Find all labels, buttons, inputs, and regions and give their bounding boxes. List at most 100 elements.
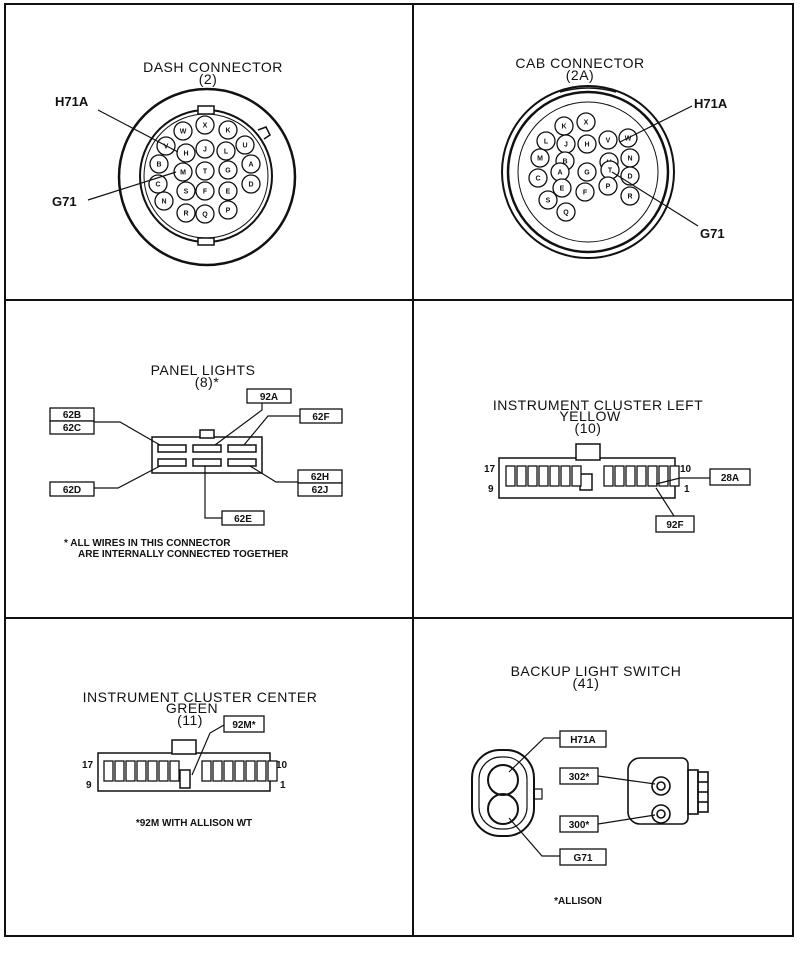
cab-pin-label-n: N — [627, 156, 632, 163]
cab-connector-panel: CAB CONNECTOR (2A) KXLJHVWMBUNCAGTDEFPRS… — [501, 55, 728, 259]
panel-lights-code: (8)* — [195, 374, 220, 390]
dash-pin-s — [176, 181, 196, 201]
ic-left-code: (10) — [575, 420, 602, 436]
dash-pin-p — [218, 200, 238, 220]
ic-center-code: (11) — [177, 712, 203, 728]
dash-pin-label-b: B — [156, 162, 161, 169]
ic-center-color: GREEN — [166, 700, 218, 716]
ic-center-leader-92m — [191, 724, 225, 776]
dash-pin-label-s: S — [184, 189, 189, 196]
ic-left-cell-3 — [538, 465, 549, 487]
backup-leaders — [508, 737, 656, 857]
wire-box-62h: 62H — [297, 469, 343, 484]
ic-left-cell-5 — [560, 465, 571, 487]
cab-pin-s — [538, 190, 558, 210]
ic-left-cell-1 — [516, 465, 527, 487]
cab-pin-p — [598, 176, 618, 196]
cab-pin-c — [528, 168, 548, 188]
dash-code: (2) — [199, 71, 218, 87]
wire-box-302: 302* — [559, 767, 599, 785]
cab-leader-h71a — [619, 105, 693, 143]
ic-left-pin-9: 9 — [488, 484, 494, 495]
dash-pin-label-j: J — [203, 147, 207, 154]
ic-center-cell-1 — [114, 760, 125, 782]
ic-center-cell-9 — [223, 760, 234, 782]
ic-center-pin-17: 17 — [82, 760, 94, 771]
svg-text:62F: 62F — [312, 412, 329, 423]
dash-pin-r — [176, 203, 196, 223]
wire-box-h71a: H71A — [559, 730, 607, 748]
ic-left-cell-8 — [614, 465, 625, 487]
dash-pin-label-a: A — [248, 162, 253, 169]
ic-left-connector-icon — [498, 443, 676, 499]
ic-center-cell-8 — [212, 760, 223, 782]
panel-lights-wires — [94, 397, 300, 519]
ic-center-cell-10 — [234, 760, 245, 782]
ic-center-cell-4 — [147, 760, 158, 782]
dash-pin-label-e: E — [226, 189, 231, 196]
dash-pin-label-d: D — [248, 182, 253, 189]
dash-pin-d — [241, 174, 261, 194]
ic-center-pin-1: 1 — [280, 780, 286, 791]
dash-label-g71: G71 — [52, 194, 77, 209]
ic-left-cell-12 — [658, 465, 669, 487]
wire-box-62b: 62B — [49, 407, 95, 422]
cab-pin-label-t: T — [608, 168, 613, 175]
ic-center-note: *92M WITH ALLISON WT — [136, 818, 252, 829]
ic-left-color: YELLOW — [559, 408, 621, 424]
ic-center-cell-12 — [256, 760, 267, 782]
ic-left-title: INSTRUMENT CLUSTER LEFT — [493, 397, 703, 413]
wire-box-92a: 92A — [246, 388, 292, 404]
dash-pin-q — [195, 204, 215, 224]
panel-lights-note-line2: ARE INTERNALLY CONNECTED TOGETHER — [78, 549, 289, 560]
cab-pin-label-r: R — [627, 194, 632, 201]
svg-text:62D: 62D — [63, 485, 81, 496]
backup-note: *ALLISON — [554, 896, 602, 907]
cab-pin-label-k: K — [561, 124, 566, 131]
dash-pin-l — [216, 141, 236, 161]
cab-pin-label-s: S — [546, 198, 551, 205]
dash-pin-label-u: U — [242, 143, 247, 150]
ic-left-pin-10: 10 — [680, 464, 692, 475]
cab-pin-l — [536, 131, 556, 151]
ic-center-cell-5 — [158, 760, 169, 782]
cab-pin-r — [620, 186, 640, 206]
wire-box-62e: 62E — [221, 510, 265, 526]
dash-pin-label-h: H — [183, 151, 188, 158]
dash-title: DASH CONNECTOR — [143, 59, 283, 75]
ic-center-panel: INSTRUMENT CLUSTER CENTER GREEN (11) 17 … — [82, 689, 317, 829]
cab-pin-label-x: X — [584, 120, 589, 127]
dash-pin-x — [195, 115, 215, 135]
cab-pin-label-j: J — [564, 142, 568, 149]
cab-pin-label-m: M — [537, 156, 543, 163]
wire-box-62j: 62J — [297, 482, 343, 497]
cab-pin-h — [577, 134, 597, 154]
dash-pin-label-q: Q — [202, 212, 208, 219]
dash-pin-k — [218, 120, 238, 140]
cab-pin-label-b: B — [562, 159, 567, 166]
dash-pin-label-l: L — [224, 149, 229, 156]
ic-left-pin-17: 17 — [484, 464, 496, 475]
dash-leader-g71 — [87, 171, 177, 201]
dash-pin-n — [154, 191, 174, 211]
dash-pin-h — [176, 143, 196, 163]
svg-text:302*: 302* — [569, 772, 590, 783]
cab-code: (2A) — [566, 67, 594, 83]
dash-pin-m — [173, 162, 193, 182]
svg-text:92A: 92A — [260, 392, 278, 403]
backup-code: (41) — [573, 675, 600, 691]
dash-pin-label-w: W — [180, 129, 187, 136]
wire-box-62f: 62F — [299, 408, 343, 424]
cab-pin-label-d: D — [627, 174, 632, 181]
cab-pin-label-q: Q — [563, 210, 569, 217]
dash-pin-label-v: V — [164, 144, 169, 151]
wire-box-62c: 62C — [49, 420, 95, 435]
dash-pin-u — [235, 135, 255, 155]
panel-lights-title: PANEL LIGHTS — [151, 362, 256, 378]
dash-pin-t — [195, 161, 215, 181]
ic-left-pin-cells — [505, 465, 680, 487]
cab-connector-icon — [501, 85, 675, 259]
cab-pin-label-p: P — [606, 184, 611, 191]
svg-text:62B: 62B — [63, 410, 81, 421]
